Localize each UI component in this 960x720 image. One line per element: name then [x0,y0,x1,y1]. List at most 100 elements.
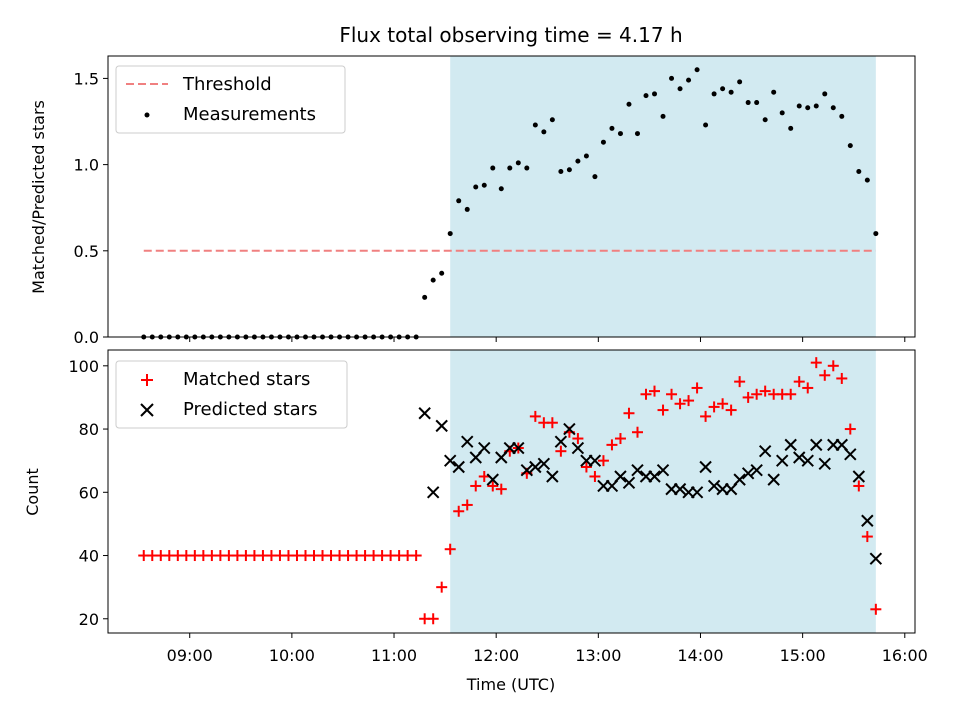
predicted-point [810,438,823,452]
top-axes-frame [107,55,916,338]
bottom-ylabel: Count [23,468,42,516]
predicted-point [435,419,448,433]
measurement-point [456,198,462,204]
matched-point [734,376,746,388]
bottom-ytick-label: 100 [68,357,99,376]
measurement-point [745,100,751,106]
predicted-point [656,463,670,477]
measurement-point [473,184,479,190]
predicted-point [486,473,499,486]
chart-title: Flux total observing time = 4.17 h [339,23,682,47]
measurement-point [626,101,632,107]
measurement-point [694,67,700,73]
measurement-point [762,117,768,123]
measurement-point [634,131,640,137]
matched-point [487,480,499,492]
measurement-point [609,125,615,131]
matched-point [844,423,856,435]
measurement-point [592,174,598,180]
bottom-axes-frame [107,349,916,634]
top-shaded-layer [450,56,876,337]
predicted-point [775,454,789,467]
bottom-xtick-label: 10:00 [269,646,315,665]
matched-point [751,388,763,400]
measurement-point [703,122,709,128]
predicted-point [852,470,866,483]
predicted-point [707,479,721,493]
bottom-legend: Matched stars Predicted stars [115,360,348,429]
matched-point [631,426,643,438]
measurement-point [464,206,470,212]
predicted-point [588,454,602,467]
measurement-point [430,277,436,283]
measurement-point [822,91,828,97]
top-ytick-label: 0.0 [74,328,99,347]
measurement-point [805,105,811,111]
bottom-ticks-layer: 20 40 60 80 100 09:00 10:00 11:00 12:00 13:00 14:0… [68,357,927,665]
measurement-point [660,113,666,119]
measurement-point [779,110,785,116]
bottom-xtick-label: 16:00 [882,646,928,665]
predicted-point [478,441,491,455]
bottom-axes: 20 40 60 80 100 09:00 10:00 11:00 12:00 13:00 14:0… [23,349,928,694]
predicted-point [767,473,780,486]
top-ylabel: Matched/Predicted stars [29,100,48,294]
measurement-point [830,105,836,111]
measurement-point [847,143,853,149]
top-ytick-label: 1.5 [74,69,99,88]
matched-point [870,603,882,615]
top-observing-span [450,56,876,337]
matched-point [691,382,703,394]
bottom-xtick-label: 12:00 [473,646,519,665]
measurement-point [447,231,453,237]
bottom-xtick-label: 15:00 [780,646,826,665]
top-axes: 0.0 0.5 1.0 1.5 Matched/Predicted stars Thr… [29,55,916,347]
predicted-point [758,444,772,458]
measurement-point [813,103,819,109]
matched-point [666,388,678,400]
matched-point [759,385,771,397]
measurement-point [498,186,504,192]
matched-point [657,404,669,416]
measurement-point [600,139,606,145]
matched-point [640,388,652,400]
bottom-ytick-label: 80 [79,420,99,439]
measurement-point [515,160,521,166]
predicted-point [461,435,474,448]
predicted-point [801,454,814,467]
bottom-ytick-label: 60 [79,483,99,502]
matched-point [529,410,541,422]
measurement-point [583,153,589,159]
measurement-point [864,177,870,183]
measurement-point [541,129,547,135]
matched-point [861,531,873,543]
legend-predicted-swatch [140,403,154,417]
legend-matched-swatch [141,374,153,386]
measurement-point [856,169,862,175]
bottom-ytick-label: 40 [79,547,99,566]
predicted-point [869,552,883,565]
bottom-observing-span [450,350,876,633]
bottom-ytick-label: 20 [79,610,99,629]
matched-point [853,480,865,492]
measurement-point [669,75,675,81]
measurement-point [754,100,760,106]
matched-point [555,445,567,457]
measurement-point [720,86,726,92]
predicted-point [648,470,661,483]
predicted-point [844,448,857,461]
measurement-point [524,165,530,171]
matched-point [725,404,737,416]
predicted-point [520,463,534,477]
measurement-point [728,89,734,95]
matched-point [649,385,661,397]
matched-point [836,372,848,384]
measurement-point [558,169,564,175]
legend-measurements-swatch [144,112,150,118]
bottom-xlabel: Time (UTC) [466,675,555,694]
predicted-point [444,454,457,467]
measurement-points-layer [141,67,879,340]
predicted-point [546,470,559,483]
matched-point [802,382,814,394]
matched-point [717,398,729,410]
